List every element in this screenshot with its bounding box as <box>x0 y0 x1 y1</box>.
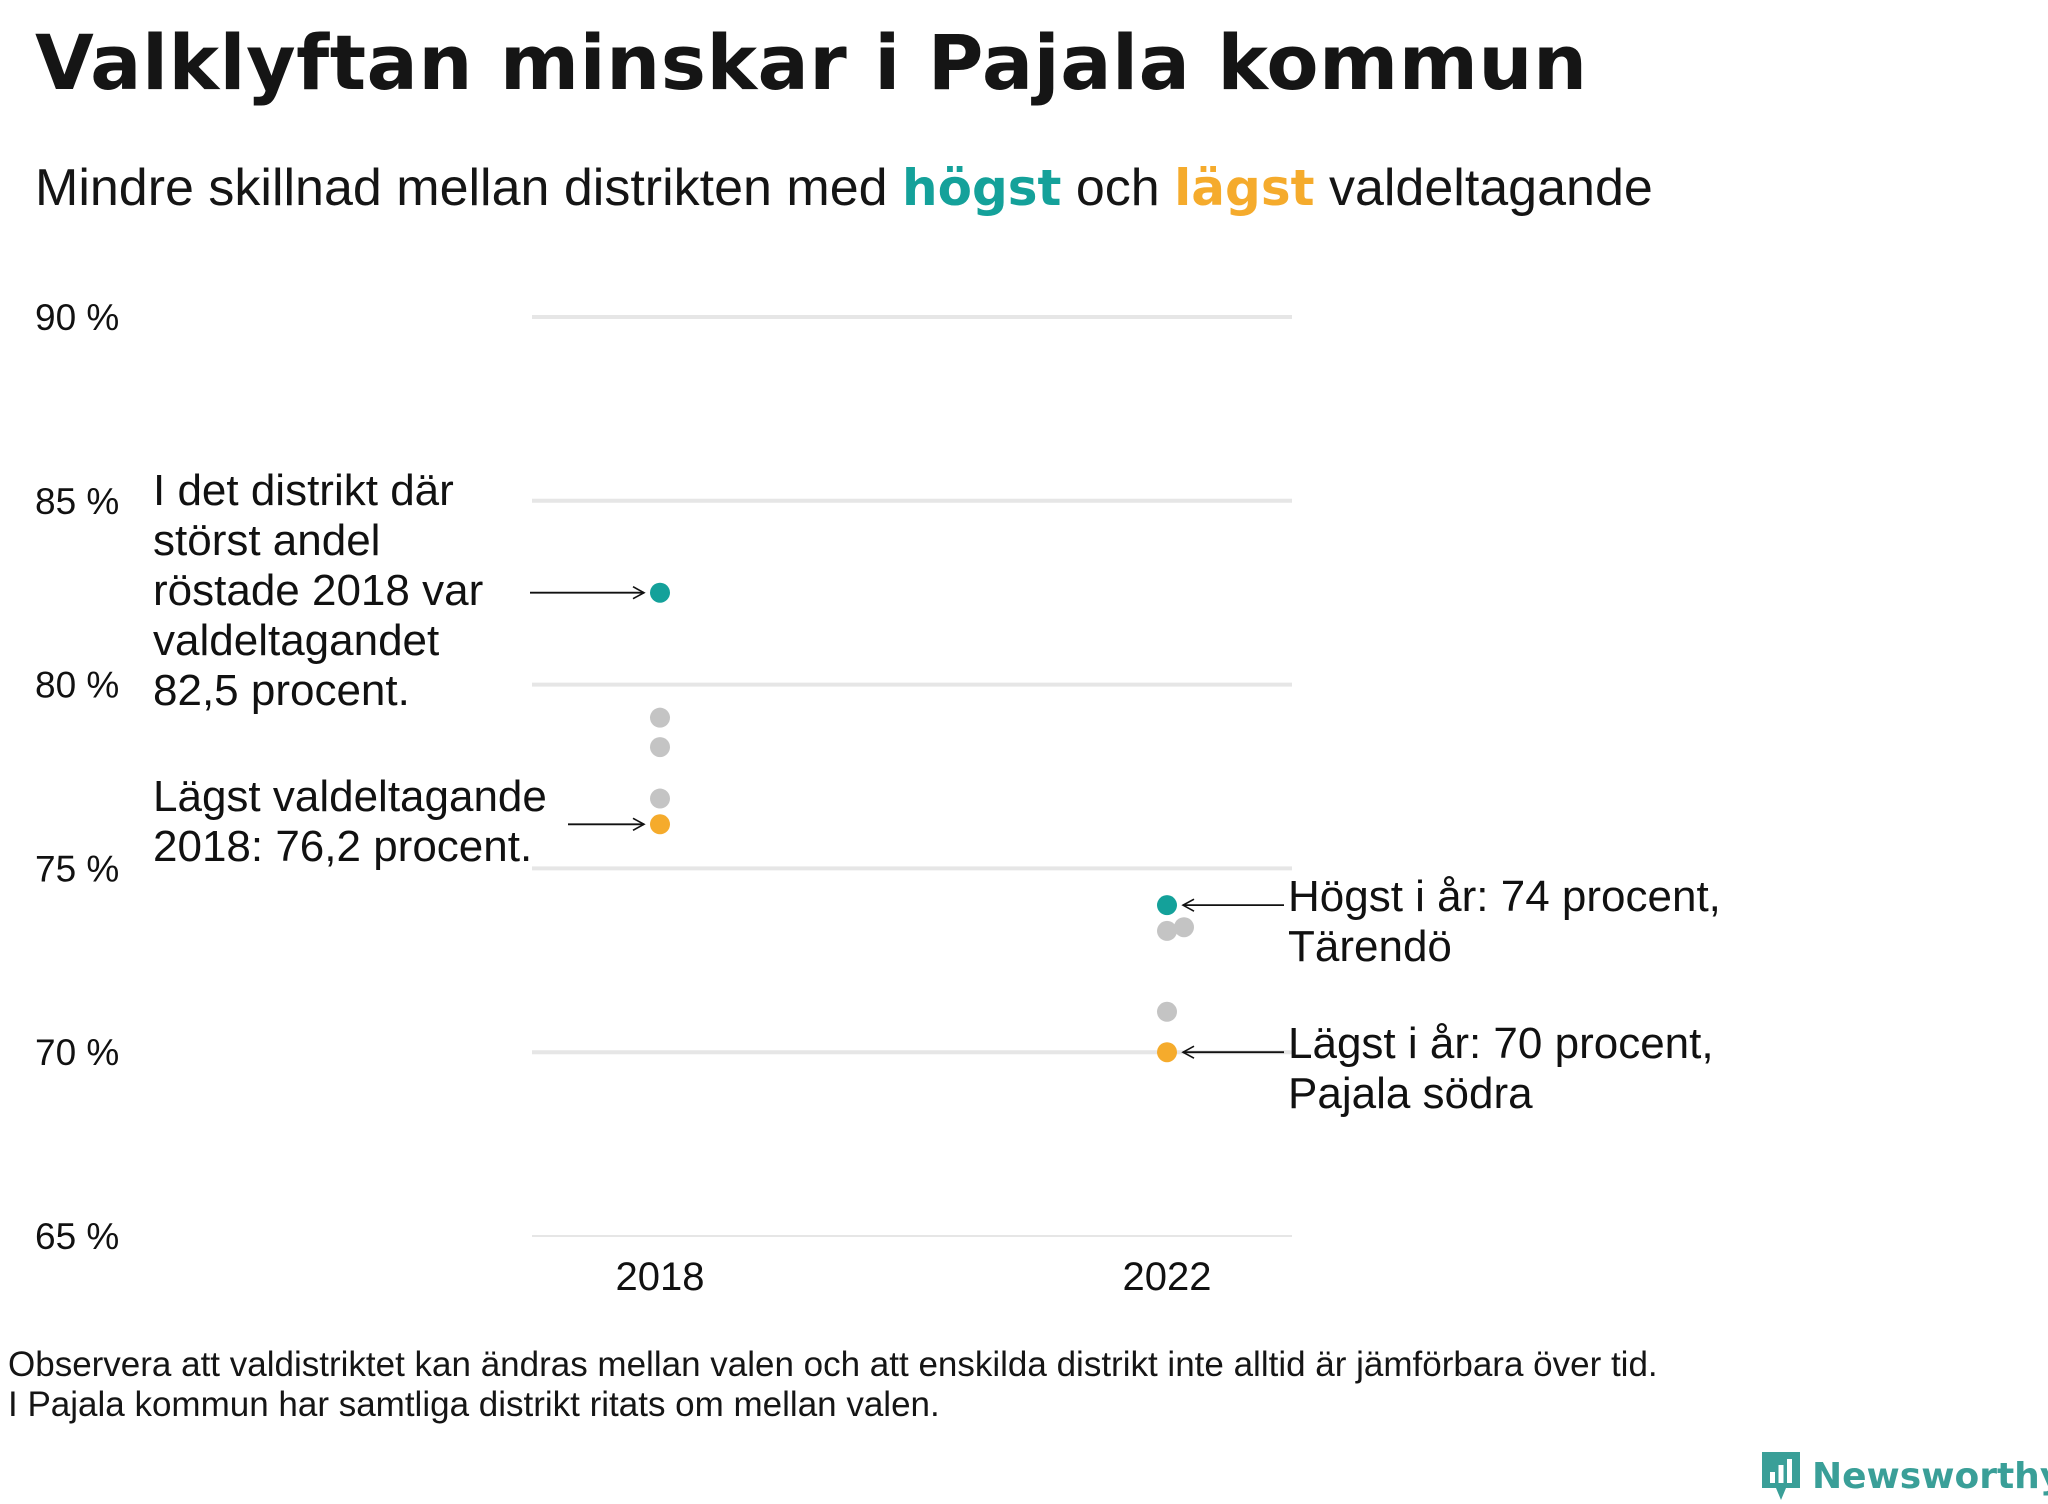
subtitle-text-1: Mindre skillnad mellan distrikten med <box>35 159 903 217</box>
annotation-line: valdeltagandet <box>153 616 439 665</box>
annotation-text: Lägst i år: 70 procent, Pajala södra <box>1288 1019 1714 1118</box>
y-tick-label: 65 % <box>35 1216 119 1257</box>
annotation-line: I det distrikt där <box>153 466 454 515</box>
annotation-line: Högst i år: 74 procent, <box>1288 872 1721 921</box>
grid-lines <box>532 315 1292 1237</box>
footnote-line-2: I Pajala kommun har samtliga distrikt ri… <box>8 1385 940 1424</box>
annotation-text: Högst i år: 74 procent, Tärendö <box>1288 872 1721 971</box>
y-tick-label: 90 % <box>35 297 119 338</box>
annotation-text: Lägst valdeltagande 2018: 76,2 procent. <box>153 772 547 871</box>
data-point-other <box>1157 1001 1177 1022</box>
chart-subtitle: Mindre skillnad mellan distrikten med hö… <box>35 158 1653 218</box>
data-point-other <box>1174 917 1194 938</box>
subtitle-high-word: högst <box>902 159 1062 217</box>
data-point-low <box>650 814 670 835</box>
y-tick-label: 85 % <box>35 481 119 522</box>
annotation-line: 2018: 76,2 procent. <box>153 822 532 871</box>
data-point-high <box>1157 895 1177 916</box>
data-points <box>650 582 1194 1063</box>
data-point-other <box>650 707 670 728</box>
data-point-high <box>650 582 670 603</box>
subtitle-text-3: valdeltagande <box>1314 159 1653 217</box>
annotation-line: röstade 2018 var <box>153 566 483 615</box>
brand-logo: Newsworthy <box>1760 1448 2048 1504</box>
dot-plot-chart: 90 % 85 % 80 % 75 % 70 % 65 % 2018 2022 I det … <box>35 297 1721 1299</box>
y-tick-label: 70 % <box>35 1032 119 1073</box>
footnote-line-1: Observera att valdistriktet kan ändras m… <box>8 1345 1658 1384</box>
annotation-line: störst andel <box>153 516 380 565</box>
y-tick-label: 80 % <box>35 665 119 706</box>
annotation-line: 82,5 procent. <box>153 666 410 715</box>
annotation-line: Tärendö <box>1288 922 1452 971</box>
brand-name: Newsworthy <box>1812 1455 2048 1497</box>
data-point-other <box>1157 920 1177 941</box>
data-point-other <box>650 788 670 809</box>
y-axis-ticks: 90 % 85 % 80 % 75 % 70 % 65 % <box>35 297 119 1257</box>
y-tick-label: 75 % <box>35 848 119 889</box>
subtitle-text-2: och <box>1061 159 1175 217</box>
footnote: Observera att valdistriktet kan ändras m… <box>8 1345 1658 1425</box>
x-tick-label: 2018 <box>616 1255 705 1299</box>
annotations: I det distrikt där störst andel röstade 20… <box>153 466 1721 1118</box>
data-point-other <box>650 737 670 758</box>
annotation-arrows <box>530 585 1284 1059</box>
chart-title: Valklyftan minskar i Pajala kommun <box>35 18 1588 107</box>
annotation-line: Pajala södra <box>1288 1069 1533 1118</box>
data-point-low <box>1157 1042 1177 1063</box>
annotation-line: Lägst valdeltagande <box>153 772 547 821</box>
annotation-text: I det distrikt där störst andel röstade 20… <box>153 466 483 715</box>
x-axis-ticks: 2018 2022 <box>616 1255 1212 1299</box>
x-tick-label: 2022 <box>1123 1255 1212 1299</box>
subtitle-low-word: lägst <box>1174 159 1315 217</box>
newsworthy-logo-icon <box>1762 1452 1800 1500</box>
annotation-line: Lägst i år: 70 procent, <box>1288 1019 1714 1068</box>
